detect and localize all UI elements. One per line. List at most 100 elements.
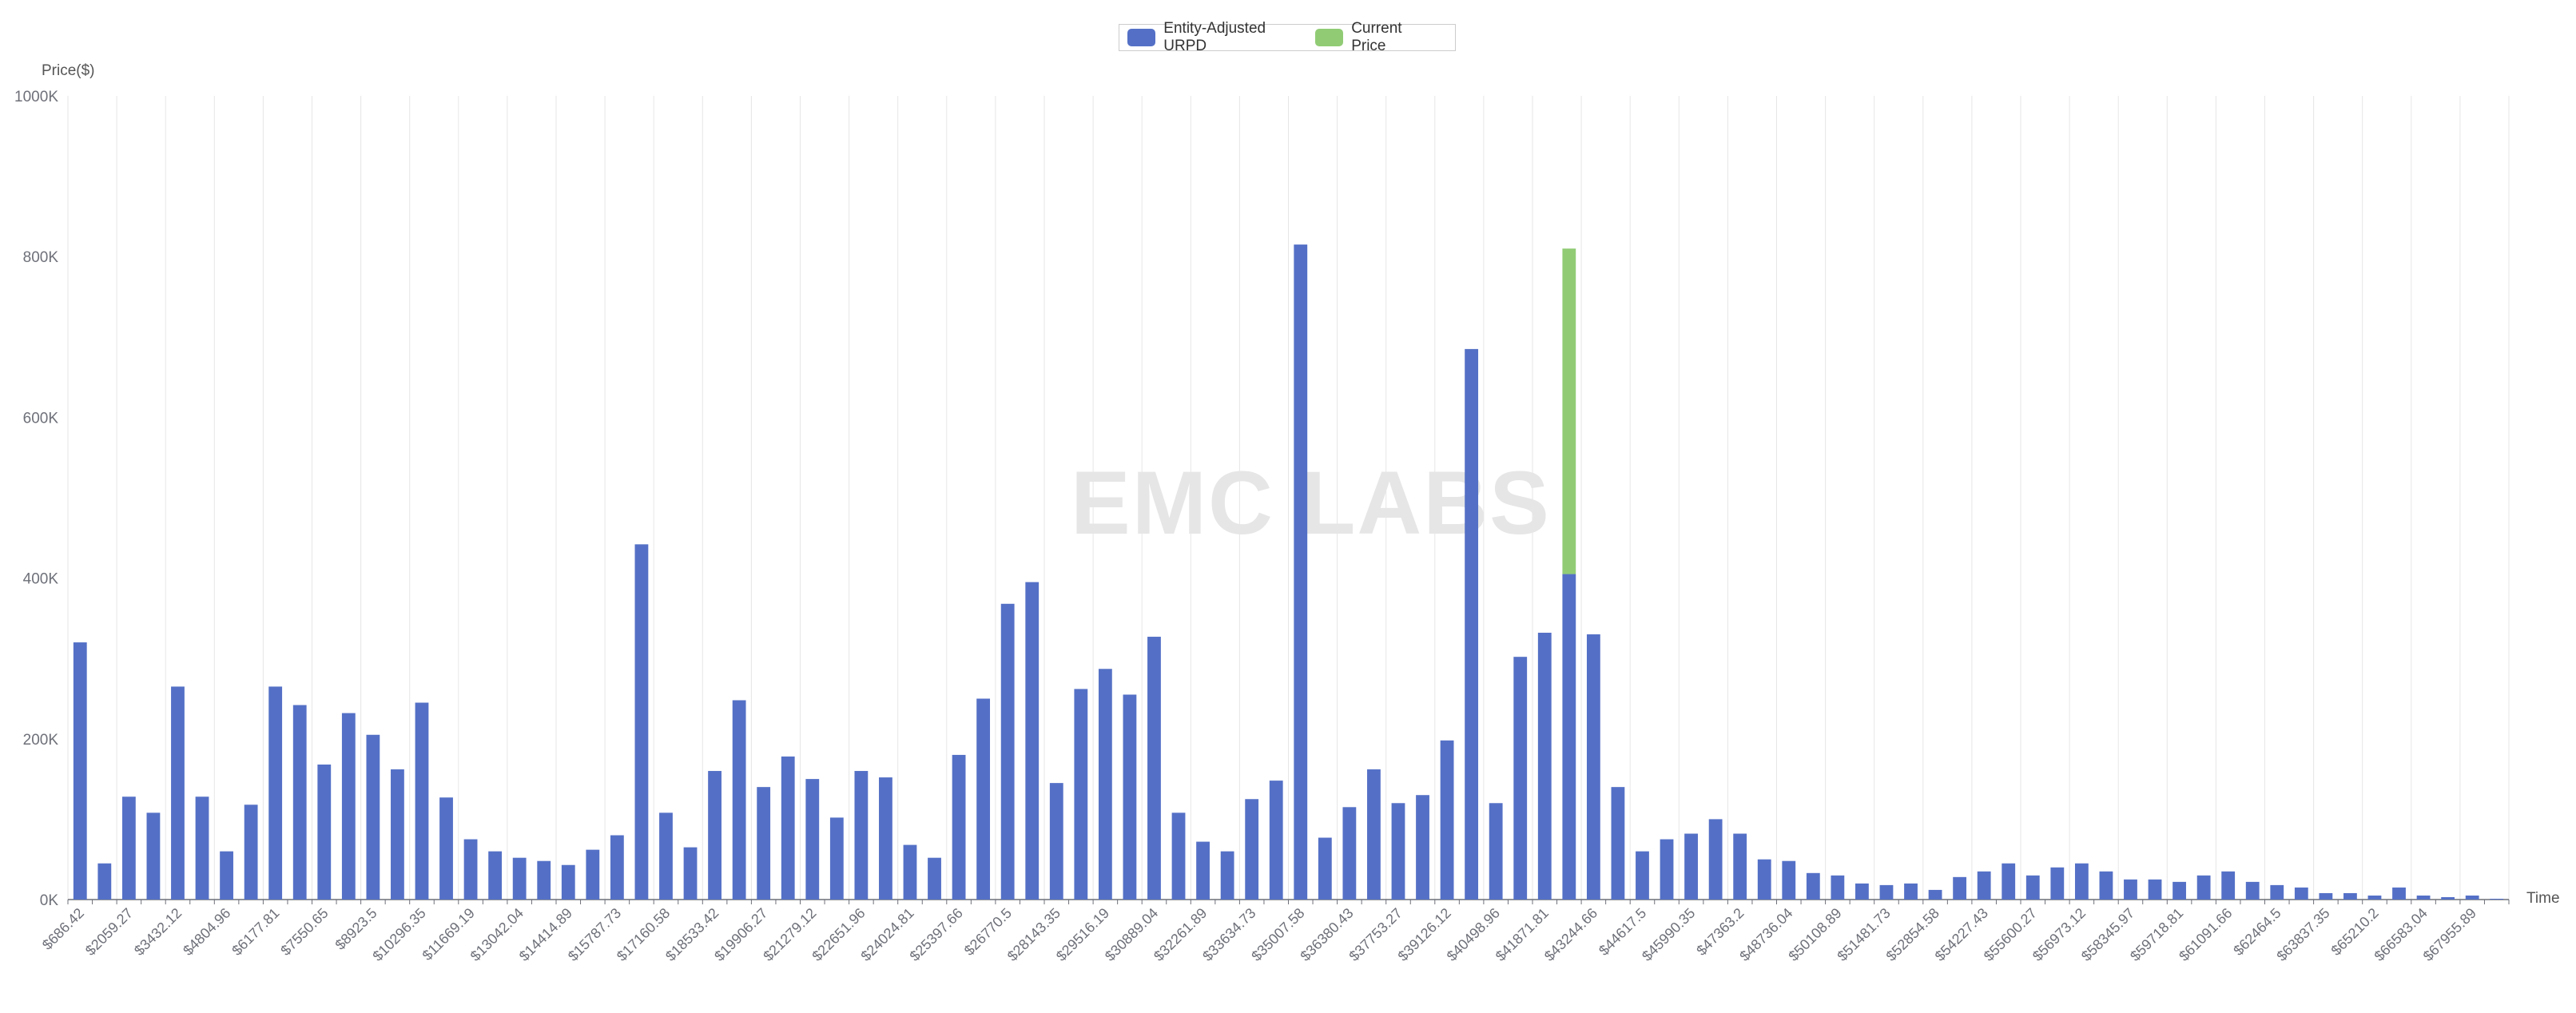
urpd-bar — [1147, 637, 1161, 900]
urpd-bar — [2343, 892, 2357, 900]
urpd-bar — [1733, 833, 1747, 900]
urpd-bar — [366, 734, 380, 900]
urpd-bar — [97, 863, 112, 900]
y-axis-label: Price($) — [42, 62, 95, 79]
urpd-bar — [1000, 603, 1015, 900]
urpd-bar — [2441, 896, 2455, 900]
urpd-bar — [1708, 819, 1723, 900]
urpd-bar — [171, 686, 185, 900]
urpd-bar — [2025, 875, 2040, 900]
urpd-bar — [1245, 799, 1259, 900]
legend-item-urpd[interactable]: Entity-Adjusted URPD — [1127, 20, 1302, 55]
urpd-bar — [268, 686, 283, 900]
urpd-bar — [2367, 895, 2382, 900]
chart-legend: Entity-Adjusted URPD Current Price — [1119, 20, 1456, 54]
urpd-bar — [2099, 871, 2113, 900]
urpd-bar — [2392, 887, 2406, 900]
urpd-bar — [1562, 574, 1576, 900]
x-tick-label: $10296.35 — [369, 905, 428, 964]
urpd-bar — [1757, 859, 1771, 900]
urpd-bar — [1367, 769, 1381, 900]
urpd-bar — [928, 857, 941, 900]
urpd-bar — [244, 804, 258, 900]
y-tick-label: 400K — [23, 571, 59, 588]
y-tick-label: 0K — [40, 892, 59, 909]
x-tick-label: $67955.89 — [2420, 905, 2479, 964]
urpd-bar — [1416, 795, 1429, 900]
x-tick-label: $4804.96 — [180, 905, 233, 959]
urpd-bar — [391, 769, 404, 900]
urpd-bar — [854, 771, 869, 900]
urpd-bar — [1025, 582, 1040, 900]
y-tick-label: 600K — [23, 410, 59, 427]
urpd-bar — [1831, 875, 1845, 900]
legend-item-current-price[interactable]: Current Price — [1314, 20, 1434, 55]
urpd-bar — [1269, 781, 1283, 900]
urpd-bar — [2074, 863, 2089, 900]
urpd-bar — [488, 851, 503, 900]
urpd-bar — [2148, 879, 2162, 900]
urpd-bar — [659, 812, 673, 900]
urpd-bar — [829, 817, 844, 900]
urpd-bar — [586, 849, 600, 900]
urpd-bar — [683, 847, 698, 900]
x-tick-label: $2059.27 — [82, 905, 136, 959]
urpd-bar — [1465, 348, 1479, 900]
urpd-bar — [220, 851, 233, 900]
urpd-bar — [2465, 895, 2479, 900]
x-tick-label: $686.42 — [39, 905, 87, 953]
urpd-bar — [2002, 863, 2016, 900]
urpd-bar — [1636, 851, 1649, 900]
urpd-bar — [1928, 889, 1942, 900]
urpd-bar — [317, 764, 332, 900]
y-tick-label: 1000K — [14, 89, 58, 105]
urpd-bar — [195, 796, 209, 900]
urpd-bar — [1074, 689, 1088, 900]
urpd-bar — [2490, 898, 2504, 900]
urpd-bar — [2245, 881, 2260, 900]
x-tick-label: $61091.66 — [2176, 905, 2235, 964]
urpd-bar — [1537, 633, 1552, 900]
urpd-bar — [976, 698, 991, 900]
x-tick-label: $3432.12 — [131, 905, 185, 959]
legend-label-urpd: Entity-Adjusted URPD — [1163, 20, 1266, 54]
urpd-bar — [1098, 669, 1112, 900]
urpd-bar — [1586, 634, 1600, 900]
urpd-bar — [1489, 803, 1503, 900]
urpd-bar — [708, 771, 722, 900]
urpd-bar — [73, 642, 87, 900]
urpd-bar — [732, 700, 746, 900]
x-axis-label: Time — [2526, 890, 2560, 907]
urpd-bar — [1171, 812, 1186, 900]
urpd-bar — [512, 857, 527, 900]
urpd-bar — [2196, 875, 2211, 900]
x-tick-label: $25397.66 — [907, 905, 966, 964]
urpd-bar — [2124, 879, 2137, 900]
x-tick-label: $8923.5 — [332, 905, 380, 953]
urpd-bar — [757, 787, 771, 900]
urpd-bar — [952, 754, 966, 900]
legend-swatch-urpd — [1127, 29, 1156, 46]
urpd-bar — [2319, 892, 2333, 900]
urpd-bar — [537, 860, 551, 900]
urpd-bar — [1953, 876, 1967, 900]
x-tick-label: $6177.81 — [229, 905, 282, 959]
urpd-bar — [1879, 884, 1894, 900]
urpd-bar — [1977, 871, 1991, 900]
urpd-bar — [781, 756, 795, 900]
urpd-bar — [561, 864, 575, 900]
x-tick-label: $63837.35 — [2273, 905, 2332, 964]
urpd-bar — [439, 797, 453, 900]
urpd-bar — [2270, 884, 2284, 900]
urpd-bar — [1855, 883, 1869, 900]
x-tick-label: $7550.65 — [277, 905, 331, 959]
x-tick-label: $45990.35 — [1639, 905, 1698, 964]
urpd-bar — [341, 713, 356, 900]
urpd-bar — [1440, 740, 1454, 900]
urpd-bar — [1660, 839, 1674, 900]
urpd-bar — [1513, 657, 1528, 900]
urpd-bar — [1806, 872, 1820, 900]
y-tick-label: 200K — [23, 732, 59, 749]
urpd-bar — [1220, 851, 1234, 900]
